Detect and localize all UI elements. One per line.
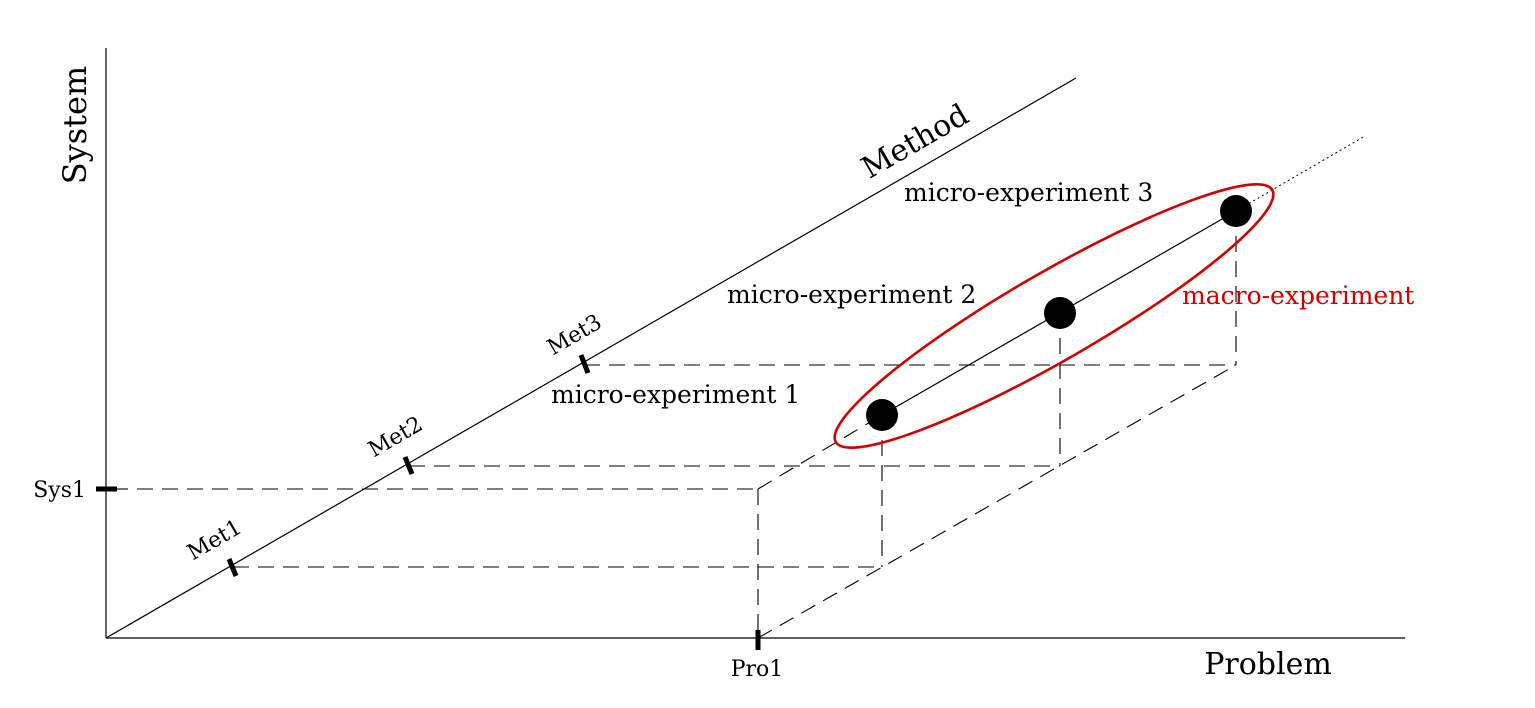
met2-tick (402, 456, 415, 475)
met3-label: Met3 (543, 310, 606, 361)
met3-tick (578, 354, 591, 374)
macro-experiment-label: macro-experiment (1182, 281, 1414, 310)
problem-axis-label: Problem (1204, 647, 1332, 682)
micro-experiment-1-label: micro-experiment 1 (551, 380, 800, 409)
met1-tick (226, 558, 239, 577)
micro-experiment-3-label: micro-experiment 3 (904, 178, 1153, 207)
micro-experiment-2-label: micro-experiment 2 (727, 280, 976, 309)
method-axis (105, 77, 1077, 639)
met1-label: Met1 (183, 515, 246, 566)
micro-experiment-3-point (1220, 195, 1252, 227)
met2-label: Met2 (364, 412, 427, 463)
sys1-label: Sys1 (33, 478, 86, 503)
projection-lines (112, 211, 1237, 639)
macro-experiment-ellipse (833, 183, 1275, 449)
pro1-label: Pro1 (731, 657, 784, 682)
method-axis-label: Method (856, 97, 975, 186)
micro-experiment-1-point (866, 399, 898, 431)
micro-experiment-2-point (1044, 297, 1076, 329)
dotted-extension-line (1235, 135, 1366, 212)
system-axis-label: System (56, 66, 94, 185)
